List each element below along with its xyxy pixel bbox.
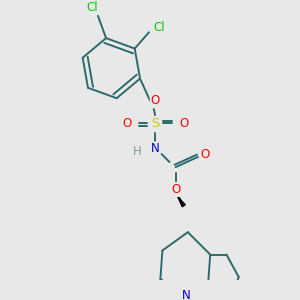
Text: N: N xyxy=(151,142,160,155)
Text: N: N xyxy=(182,289,190,300)
Text: O: O xyxy=(200,148,210,161)
Polygon shape xyxy=(178,196,185,207)
Text: Cl: Cl xyxy=(153,21,165,34)
Text: H: H xyxy=(133,145,141,158)
Text: S: S xyxy=(151,117,160,130)
Text: O: O xyxy=(171,183,180,196)
Text: O: O xyxy=(122,117,131,130)
Text: O: O xyxy=(151,94,160,107)
Text: Cl: Cl xyxy=(86,1,98,14)
Text: O: O xyxy=(179,117,188,130)
